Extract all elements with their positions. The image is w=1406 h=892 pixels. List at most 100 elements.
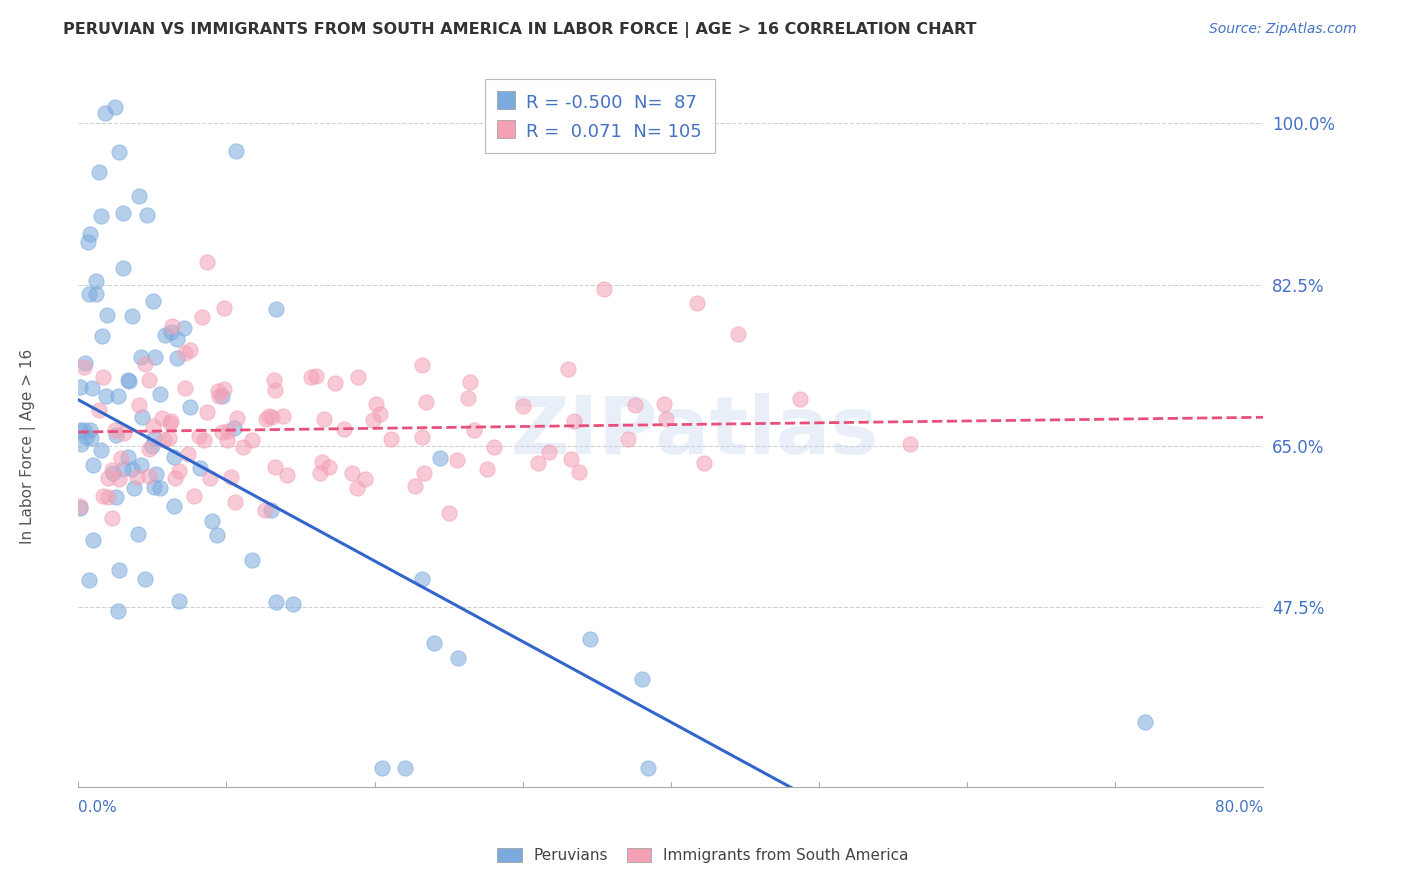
Point xyxy=(260,503,283,517)
Point xyxy=(578,632,600,647)
Point xyxy=(311,455,333,469)
Point xyxy=(96,389,118,403)
Point xyxy=(240,433,263,447)
Text: 0.0%: 0.0% xyxy=(79,800,117,815)
Point xyxy=(90,328,112,343)
Point xyxy=(686,296,709,310)
Point xyxy=(225,144,247,158)
Point xyxy=(188,428,211,442)
Point xyxy=(138,373,160,387)
Point xyxy=(159,414,181,428)
Point xyxy=(457,391,479,405)
Point xyxy=(217,433,239,447)
Point xyxy=(79,423,101,437)
Point xyxy=(423,636,446,650)
Point xyxy=(333,422,356,436)
Point xyxy=(104,423,127,437)
Text: 80.0%: 80.0% xyxy=(1215,800,1264,815)
Point xyxy=(380,433,402,447)
Point xyxy=(122,481,145,495)
Point xyxy=(224,421,246,435)
Point xyxy=(69,380,91,394)
Point xyxy=(226,411,249,425)
Point xyxy=(411,572,433,586)
Point xyxy=(201,514,224,528)
Point xyxy=(898,436,921,450)
Point xyxy=(631,673,654,687)
Point xyxy=(107,604,129,618)
Point xyxy=(368,408,391,422)
Point xyxy=(69,501,91,516)
Point xyxy=(90,442,112,457)
Point xyxy=(79,227,101,241)
Point xyxy=(69,423,91,437)
Point xyxy=(142,418,165,433)
Point xyxy=(128,398,150,412)
Point xyxy=(173,320,195,334)
Point xyxy=(84,287,107,301)
Point xyxy=(789,392,811,406)
Point xyxy=(308,466,330,480)
Point xyxy=(87,402,110,417)
Point xyxy=(77,574,100,588)
Point xyxy=(89,164,111,178)
Point xyxy=(301,369,323,384)
Point xyxy=(101,510,124,524)
Point xyxy=(162,500,184,514)
Point xyxy=(149,387,172,401)
Point xyxy=(108,145,131,160)
Point xyxy=(157,431,180,445)
Point xyxy=(121,310,143,324)
Point xyxy=(195,254,218,268)
Point xyxy=(117,373,139,387)
Point xyxy=(271,409,294,423)
Point xyxy=(211,425,233,439)
Point xyxy=(143,431,166,445)
Point xyxy=(112,206,135,220)
Point xyxy=(73,359,96,374)
Point xyxy=(79,287,101,301)
Point xyxy=(692,456,714,470)
Point xyxy=(370,761,392,775)
Point xyxy=(727,327,749,342)
Point xyxy=(254,502,277,516)
Point xyxy=(145,350,167,364)
Point xyxy=(134,572,156,586)
Point xyxy=(111,261,134,276)
Point xyxy=(191,310,214,324)
Point xyxy=(79,431,101,445)
Point xyxy=(361,413,384,427)
Point xyxy=(160,326,183,340)
Text: PERUVIAN VS IMMIGRANTS FROM SOUTH AMERICA IN LABOR FORCE | AGE > 16 CORRELATION : PERUVIAN VS IMMIGRANTS FROM SOUTH AMERIC… xyxy=(63,22,977,38)
Point xyxy=(84,274,107,288)
Point xyxy=(254,412,277,426)
Point xyxy=(240,553,263,567)
Text: ZIPatlas: ZIPatlas xyxy=(510,393,879,471)
Point xyxy=(134,357,156,371)
Point xyxy=(110,451,132,466)
Text: Source: ZipAtlas.com: Source: ZipAtlas.com xyxy=(1209,22,1357,37)
Point xyxy=(70,436,93,450)
Point xyxy=(197,405,219,419)
Point xyxy=(69,499,91,513)
Point xyxy=(568,465,591,479)
Point xyxy=(538,445,561,459)
Point xyxy=(73,423,96,437)
Point xyxy=(104,100,127,114)
Point xyxy=(97,490,120,504)
Point xyxy=(112,425,135,440)
Point xyxy=(188,461,211,475)
Point xyxy=(136,208,159,222)
Point xyxy=(314,411,336,425)
Point xyxy=(266,595,288,609)
Point xyxy=(616,432,638,446)
Point xyxy=(526,457,548,471)
Point xyxy=(142,480,165,494)
Point xyxy=(394,761,416,775)
Point xyxy=(108,472,131,486)
Point xyxy=(463,423,485,437)
Point xyxy=(346,481,368,495)
Point xyxy=(97,471,120,485)
Point xyxy=(163,450,186,464)
Point xyxy=(624,398,647,412)
